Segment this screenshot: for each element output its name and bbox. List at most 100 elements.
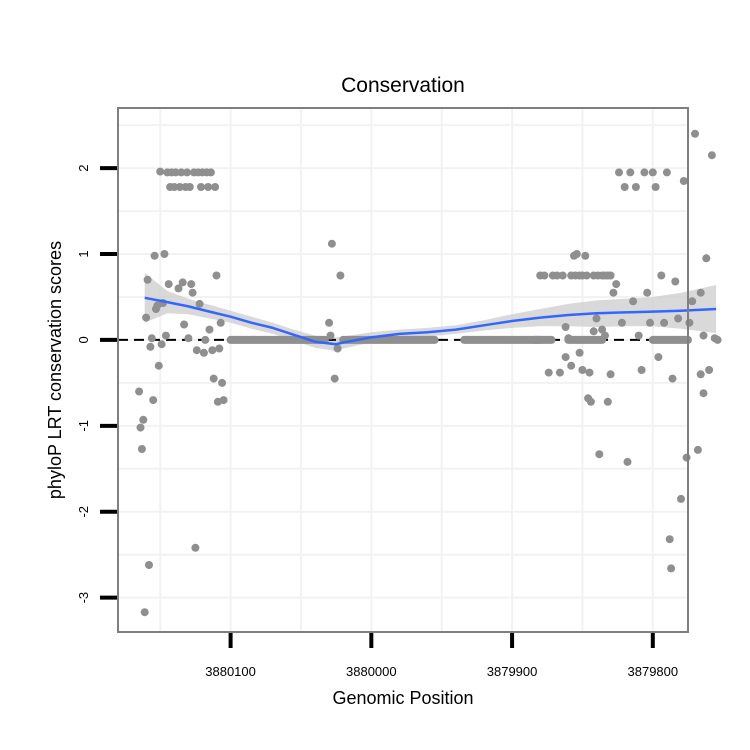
data-point xyxy=(156,167,165,176)
data-point xyxy=(567,361,576,370)
data-point xyxy=(177,168,186,177)
data-point xyxy=(558,271,567,280)
x-tick-label: 3879900 xyxy=(487,664,538,679)
chart-title: Conservation xyxy=(341,74,465,97)
data-point xyxy=(582,271,591,280)
loess-smooth-line xyxy=(144,296,717,346)
data-point xyxy=(699,331,708,340)
data-point xyxy=(671,277,680,286)
data-point xyxy=(197,183,205,191)
data-point xyxy=(553,271,562,280)
data-point xyxy=(679,177,688,185)
data-point xyxy=(330,374,339,383)
x-axis-label: Genomic Position xyxy=(332,688,473,708)
data-point xyxy=(143,275,152,284)
data-points xyxy=(135,129,722,617)
data-point xyxy=(147,334,156,343)
data-point xyxy=(685,318,694,327)
y-tick-label: -2 xyxy=(76,506,91,518)
data-point xyxy=(660,318,669,327)
axes: 3880100 3880000 3879900 3879800 -3 -2 -1 0 1 2 xyxy=(76,165,678,679)
data-point xyxy=(696,370,705,379)
y-tick-label: 2 xyxy=(76,165,91,172)
y-axis-label: phyloP LRT conservation scores xyxy=(45,241,65,499)
data-point xyxy=(336,271,345,280)
data-point xyxy=(646,318,654,327)
data-point xyxy=(199,348,208,357)
data-point xyxy=(333,344,342,353)
data-point xyxy=(637,366,646,374)
data-point xyxy=(544,368,553,377)
data-point xyxy=(626,168,635,177)
data-point xyxy=(216,318,225,327)
plot-area xyxy=(117,107,722,633)
data-point xyxy=(218,378,227,387)
data-point xyxy=(183,168,191,177)
data-point xyxy=(699,389,708,398)
data-point xyxy=(561,353,570,362)
data-point xyxy=(171,168,180,177)
data-point xyxy=(555,368,564,377)
data-point xyxy=(589,327,598,336)
data-point xyxy=(696,288,705,297)
data-point xyxy=(192,346,201,355)
data-point xyxy=(606,370,615,379)
data-point xyxy=(135,387,144,396)
data-point xyxy=(195,299,204,308)
data-point xyxy=(581,251,590,260)
data-point xyxy=(702,254,711,263)
data-point xyxy=(688,297,697,306)
data-point xyxy=(145,561,153,569)
data-point xyxy=(170,183,179,191)
data-point xyxy=(707,151,716,160)
data-point xyxy=(327,239,336,248)
data-point xyxy=(606,271,615,280)
data-point xyxy=(623,457,632,466)
data-point xyxy=(137,445,146,453)
data-point xyxy=(180,320,189,329)
data-point xyxy=(205,325,214,334)
data-point xyxy=(212,271,221,280)
data-point xyxy=(668,374,677,383)
x-tick-label: 3880000 xyxy=(346,664,397,679)
data-point xyxy=(150,251,159,260)
data-point xyxy=(201,335,210,344)
data-point xyxy=(609,288,618,297)
data-point xyxy=(146,342,155,351)
data-point xyxy=(326,331,335,340)
data-point xyxy=(204,183,213,191)
data-point xyxy=(654,353,663,362)
data-point xyxy=(598,325,607,334)
data-point xyxy=(667,564,676,573)
data-point xyxy=(185,183,194,191)
data-point xyxy=(620,183,629,191)
data-point xyxy=(578,366,587,374)
data-point xyxy=(651,183,660,191)
data-point xyxy=(634,331,643,340)
smooth-line-layer xyxy=(144,296,717,346)
data-point xyxy=(617,318,626,327)
data-point xyxy=(586,397,595,406)
data-point xyxy=(629,297,638,306)
data-point xyxy=(178,278,187,287)
data-point xyxy=(206,168,215,177)
data-point xyxy=(592,314,601,323)
data-point xyxy=(219,396,228,405)
data-point xyxy=(665,535,674,544)
data-point xyxy=(160,250,169,258)
data-point xyxy=(677,494,685,503)
data-point xyxy=(208,346,217,355)
data-point xyxy=(154,361,163,370)
data-point xyxy=(142,313,151,322)
y-tick-label: 1 xyxy=(76,250,91,257)
data-point xyxy=(572,250,581,258)
data-point xyxy=(585,368,594,377)
data-point xyxy=(161,331,170,340)
data-point xyxy=(157,340,166,349)
data-point xyxy=(601,331,609,340)
data-point xyxy=(693,445,702,454)
data-point xyxy=(149,396,158,405)
data-point xyxy=(674,314,683,323)
plot-background xyxy=(118,108,688,632)
data-point xyxy=(657,271,666,280)
